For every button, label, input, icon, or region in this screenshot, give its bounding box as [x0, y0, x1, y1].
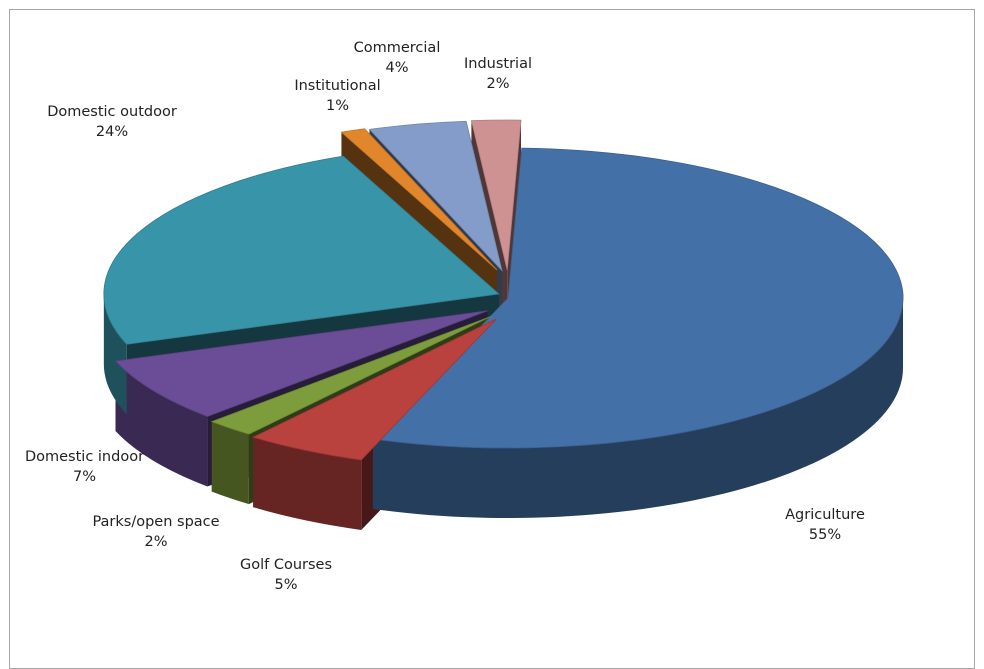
label-parks-name: Parks/open space	[92, 514, 220, 530]
label-institutional: Institutional 1%	[280, 76, 395, 116]
label-commercial: Commercial 4%	[342, 38, 452, 78]
label-domestic-outdoor: Domestic outdoor 24%	[37, 102, 187, 142]
label-parks-value: 2%	[144, 534, 168, 550]
slice-golf-courses-top	[252, 318, 497, 461]
slice-commercial-top	[368, 120, 503, 273]
label-institutional-name: Institutional	[294, 78, 381, 94]
label-agriculture-name: Agriculture	[785, 507, 865, 523]
label-golf-courses: Golf Courses 5%	[226, 555, 346, 595]
label-agriculture-value: 55%	[808, 527, 842, 543]
slice-parks-open-space-top	[210, 315, 493, 435]
label-commercial-value: 4%	[385, 60, 409, 76]
slice-domestic-indoor-wall	[115, 361, 208, 487]
slice-parks-open-space-wall	[211, 421, 249, 505]
slice-domestic-outdoor-wall	[103, 293, 127, 415]
label-industrial-value: 2%	[486, 76, 510, 92]
label-golf-courses-name: Golf Courses	[239, 557, 333, 573]
label-commercial-name: Commercial	[353, 40, 441, 56]
slice-industrial-top	[470, 119, 522, 271]
slice-agriculture-top	[372, 147, 904, 449]
slice-institutional-top	[340, 128, 498, 271]
label-institutional-value: 1%	[325, 98, 349, 114]
label-domestic-indoor: Domestic indoor 7%	[12, 447, 157, 487]
slice-domestic-indoor-top	[114, 310, 488, 417]
label-parks: Parks/open space 2%	[76, 512, 236, 552]
label-industrial: Industrial 2%	[448, 54, 548, 94]
slice-golf-courses-wall	[253, 437, 362, 530]
label-industrial-name: Industrial	[463, 56, 532, 72]
label-domestic-outdoor-value: 24%	[95, 124, 129, 140]
label-domestic-indoor-name: Domestic indoor	[24, 449, 145, 465]
label-domestic-indoor-value: 7%	[72, 469, 96, 485]
label-golf-courses-value: 5%	[274, 577, 298, 593]
slice-agriculture-wall	[372, 298, 903, 518]
slice-domestic-outdoor-top	[103, 155, 500, 345]
label-agriculture: Agriculture 55%	[765, 505, 885, 545]
label-domestic-outdoor-name: Domestic outdoor	[47, 104, 177, 120]
